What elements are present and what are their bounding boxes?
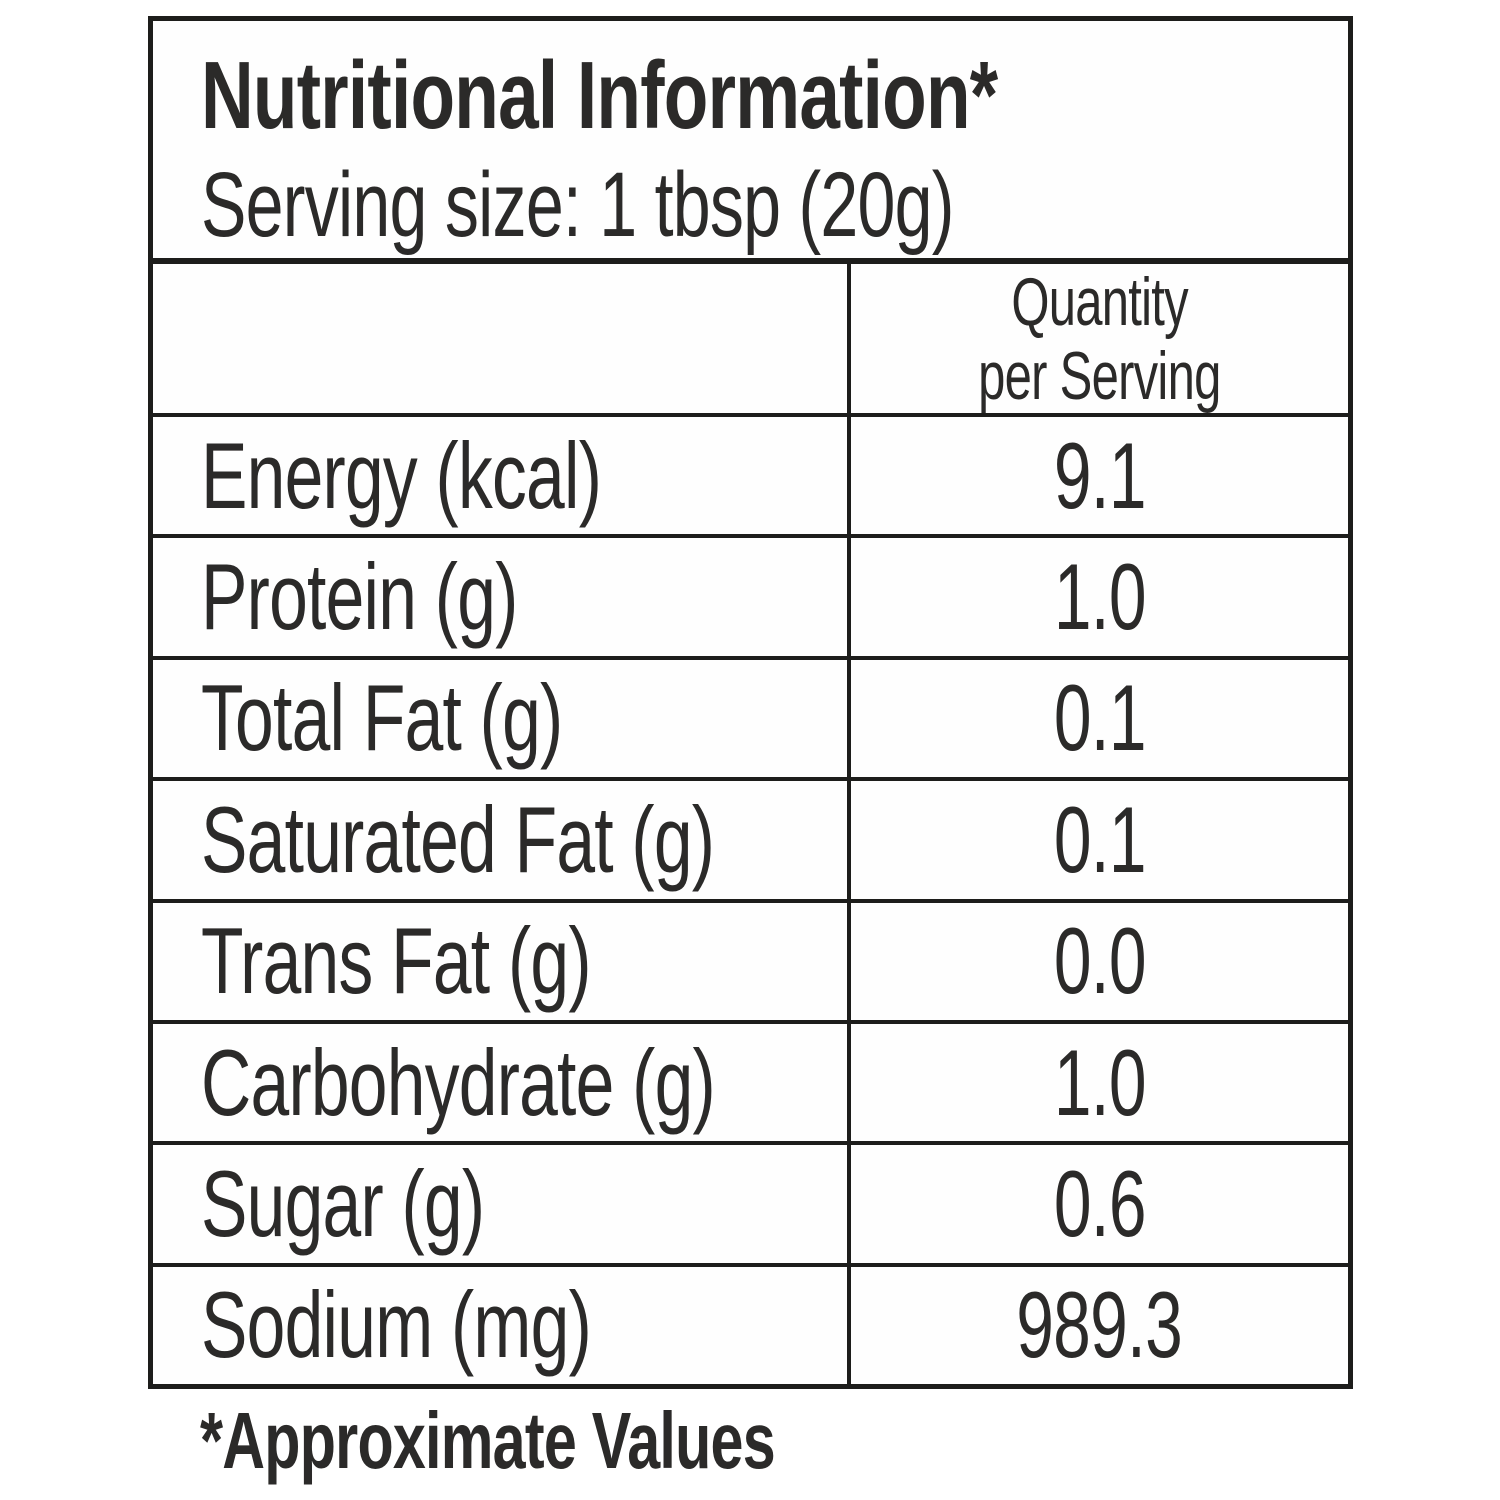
row-value: 0.0 bbox=[1053, 908, 1147, 1014]
row-value: 9.1 bbox=[1053, 422, 1147, 528]
column-header-quantity: Quantity per Serving bbox=[847, 264, 1348, 413]
table-row: Saturated Fat (g) 0.1 bbox=[153, 777, 1348, 899]
row-value: 1.0 bbox=[1053, 544, 1147, 650]
row-value: 0.6 bbox=[1053, 1150, 1147, 1256]
row-value: 0.1 bbox=[1053, 665, 1147, 771]
row-label: Total Fat (g) bbox=[201, 665, 563, 771]
column-header-line1: Quantity bbox=[1011, 264, 1188, 340]
table-row: Sugar (g) 0.6 bbox=[153, 1141, 1348, 1263]
table-row: Sodium (mg) 989.3 bbox=[153, 1262, 1348, 1384]
nutrition-grid: Quantity per Serving Energy (kcal) 9.1 P… bbox=[153, 258, 1348, 1384]
serving-size: Serving size: 1 tbsp (20g) bbox=[201, 153, 1328, 257]
table-title: Nutritional Information* bbox=[201, 39, 1328, 153]
row-label: Sodium (mg) bbox=[201, 1272, 592, 1378]
table-row: Total Fat (g) 0.1 bbox=[153, 655, 1348, 778]
title-block: Nutritional Information* Serving size: 1… bbox=[153, 21, 1348, 258]
footnote-text: *Approximate Values bbox=[200, 1396, 776, 1485]
column-header-empty-cell bbox=[153, 264, 847, 413]
row-label: Sugar (g) bbox=[201, 1150, 485, 1256]
footnote: *Approximate Values bbox=[200, 1396, 977, 1486]
nutrition-table: Nutritional Information* Serving size: 1… bbox=[148, 16, 1353, 1389]
table-title-text: Nutritional Information* bbox=[201, 41, 998, 149]
row-value: 1.0 bbox=[1053, 1029, 1147, 1135]
row-value: 989.3 bbox=[1016, 1272, 1183, 1378]
table-row: Energy (kcal) 9.1 bbox=[153, 413, 1348, 535]
row-label: Energy (kcal) bbox=[201, 422, 602, 528]
serving-size-text: Serving size: 1 tbsp (20g) bbox=[201, 153, 954, 256]
row-label: Carbohydrate (g) bbox=[201, 1029, 716, 1135]
table-row: Trans Fat (g) 0.0 bbox=[153, 898, 1348, 1020]
row-label: Protein (g) bbox=[201, 544, 518, 650]
table-row: Carbohydrate (g) 1.0 bbox=[153, 1019, 1348, 1142]
column-header-line2: per Serving bbox=[978, 337, 1221, 413]
row-value: 0.1 bbox=[1053, 786, 1147, 892]
table-row: Protein (g) 1.0 bbox=[153, 534, 1348, 656]
row-label: Trans Fat (g) bbox=[201, 908, 592, 1014]
row-label: Saturated Fat (g) bbox=[201, 786, 715, 892]
column-header-row: Quantity per Serving bbox=[153, 264, 1348, 413]
